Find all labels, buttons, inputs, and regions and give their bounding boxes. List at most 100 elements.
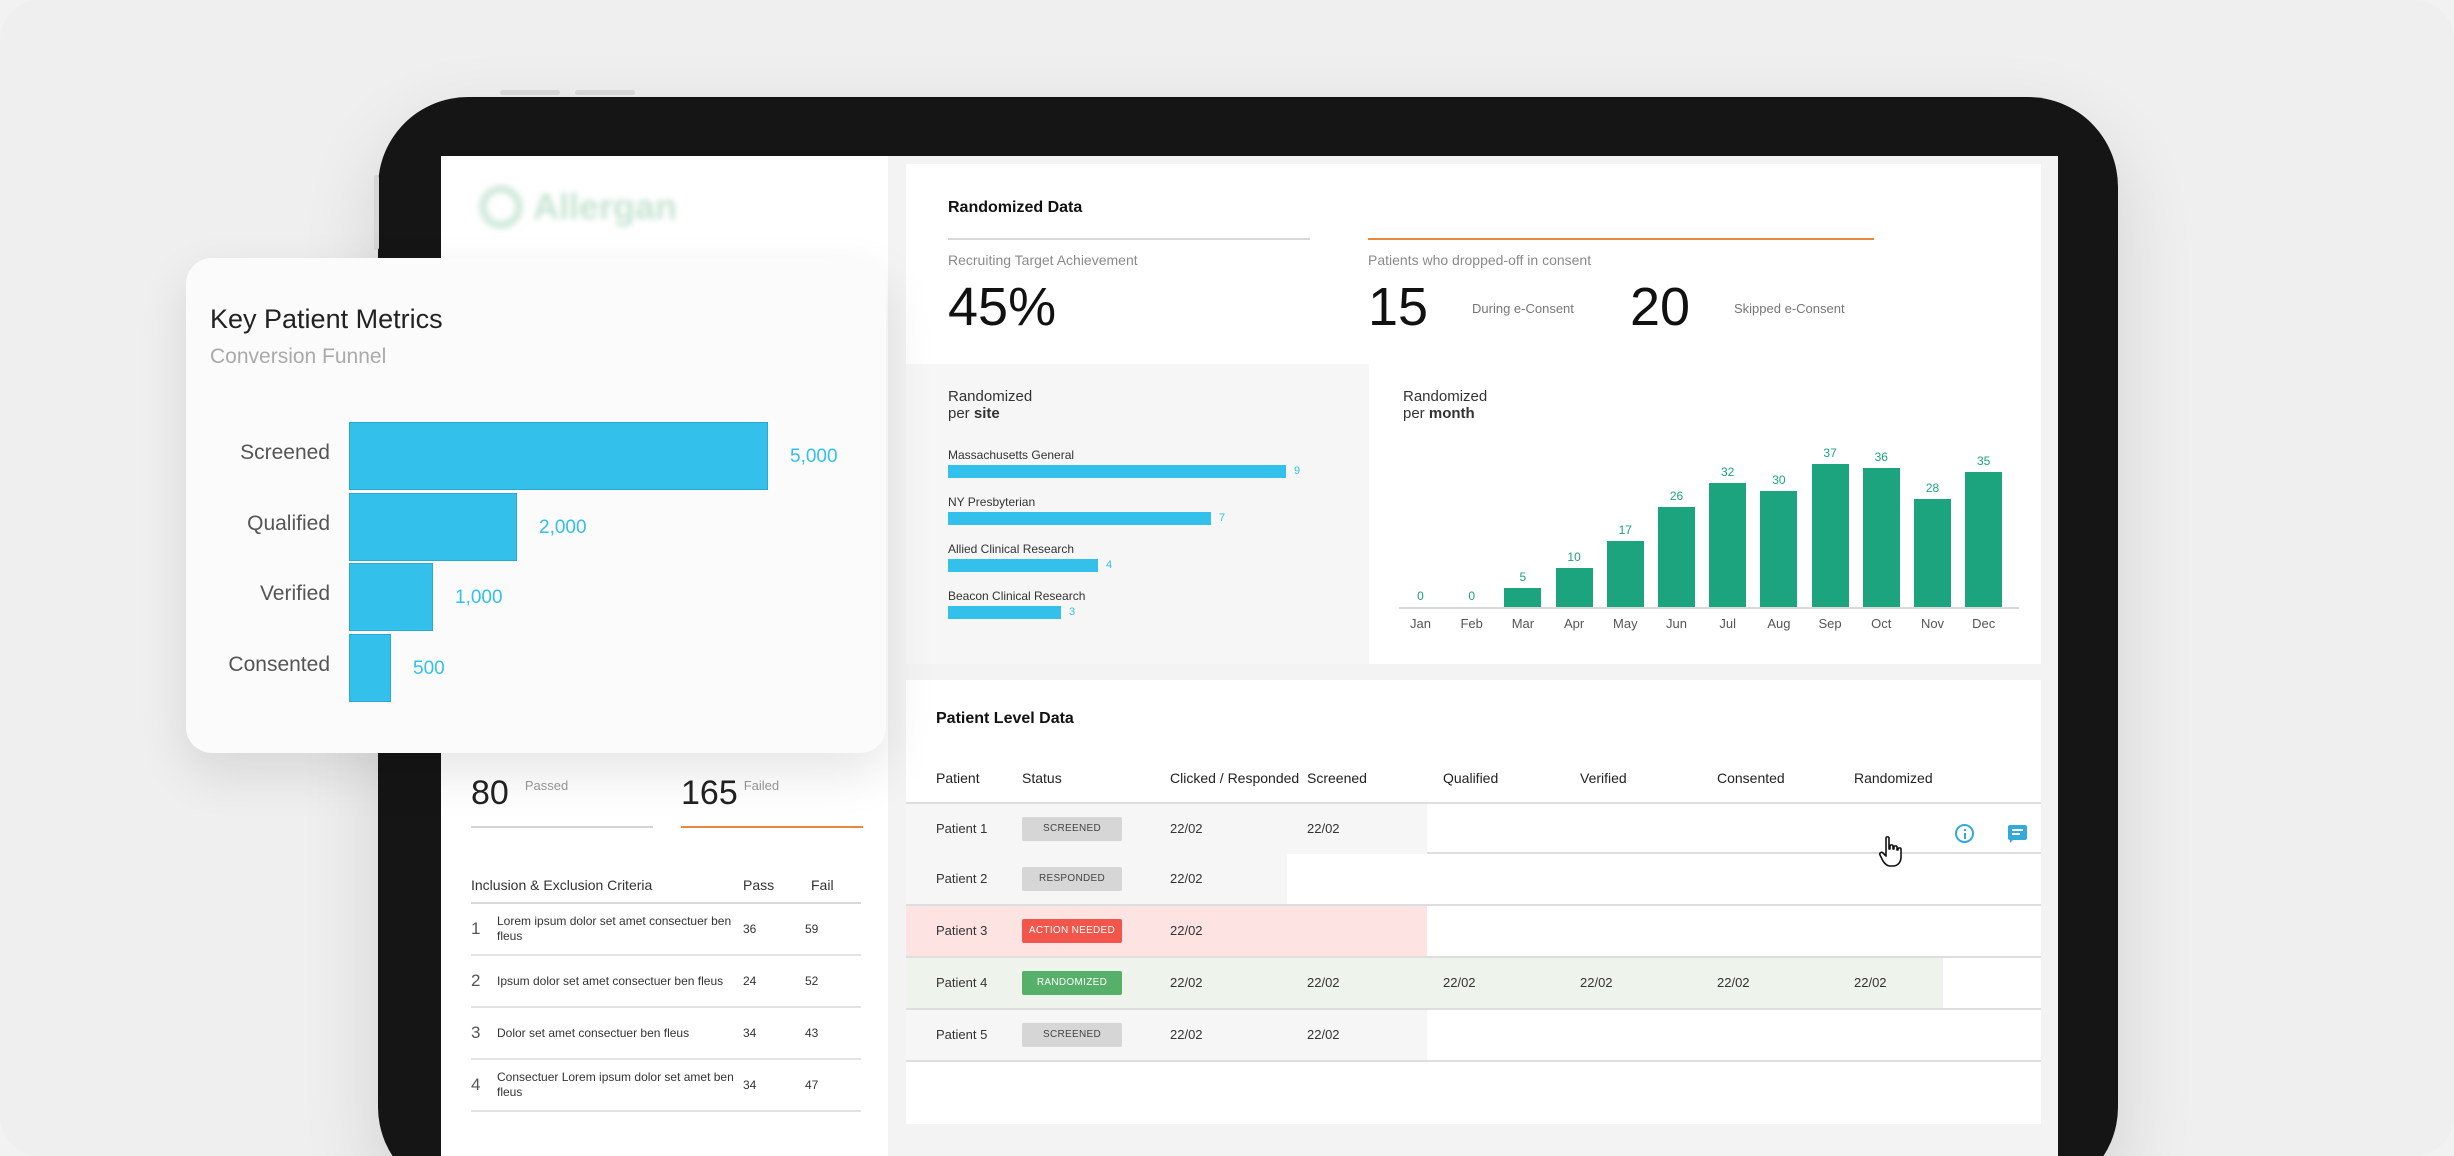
randomized-date: 22/02 — [1854, 975, 1887, 990]
col-consented: Consented — [1717, 770, 1785, 786]
site-bar — [948, 512, 1211, 525]
funnel-value: 500 — [413, 657, 445, 679]
clicked-date: 22/02 — [1170, 821, 1203, 836]
site-bar — [948, 606, 1061, 619]
status-badge: RESPONDED — [1022, 867, 1122, 891]
per-month-title-prefix: per — [1403, 405, 1425, 422]
per-site-title: Randomized per site — [948, 388, 1032, 422]
funnel-value: 1,000 — [455, 587, 503, 608]
target-value: 45% — [948, 277, 1057, 337]
row-highlight — [906, 1010, 1427, 1060]
chat-icon[interactable] — [2008, 825, 2027, 843]
criteria-row[interactable]: 3 Dolor set amet consectuer ben fleus 34… — [471, 1008, 861, 1060]
month-label: Sep — [1818, 616, 1842, 631]
criteria-row[interactable]: 2 Ipsum dolor set amet consectuer ben fl… — [471, 956, 861, 1008]
criteria-fail: 47 — [805, 1078, 819, 1092]
month-bar — [1862, 468, 1900, 607]
per-site-title-prefix: per — [948, 405, 970, 422]
criteria-index: 3 — [471, 1023, 481, 1042]
skipped-econsent-label: Skipped e-Consent — [1734, 301, 1845, 316]
patient-row[interactable]: Patient 1 SCREENED 22/02 22/02 — [906, 802, 2041, 854]
failed-value: 165 — [681, 774, 738, 812]
patient-row[interactable]: Patient 5 SCREENED 22/02 22/02 — [906, 1010, 2041, 1062]
row-highlight — [906, 804, 1427, 854]
criteria-fail: 52 — [805, 974, 819, 988]
col-screened: Screened — [1307, 770, 1367, 786]
month-label: Jul — [1719, 616, 1736, 631]
month-label: Feb — [1460, 616, 1483, 631]
funnel-value: 2,000 — [539, 516, 587, 538]
criteria-text: Lorem ipsum dolor set amet consectuer be… — [497, 914, 732, 943]
criteria-index: 4 — [471, 1075, 481, 1094]
criteria-pass: 24 — [743, 974, 757, 988]
patient-name: Patient 1 — [936, 821, 988, 836]
criteria-row[interactable]: 1 Lorem ipsum dolor set amet consectuer … — [471, 904, 861, 956]
per-site-title-emph: site — [973, 405, 1000, 422]
logo-icon — [479, 185, 523, 229]
site-bar — [948, 465, 1286, 478]
month-value: 36 — [1874, 450, 1888, 464]
row-highlight — [906, 906, 1427, 956]
month-label: Apr — [1563, 616, 1585, 631]
col-patient: Patient — [936, 770, 980, 786]
criteria-row[interactable]: 4 Consectuer Lorem ipsum dolor set amet … — [471, 1060, 861, 1112]
qualified-date: 22/02 — [1443, 975, 1476, 990]
criteria-pass: 36 — [743, 922, 757, 936]
month-label: Dec — [1972, 616, 1996, 631]
criteria-col-criteria: Inclusion & Exclusion Criteria — [471, 877, 653, 893]
tablet-button — [575, 90, 635, 95]
funnel-bar — [349, 563, 433, 631]
status-badge: ACTION NEEDED — [1022, 919, 1122, 943]
during-econsent-value: 15 — [1368, 277, 1429, 337]
screened-date: 22/02 — [1307, 821, 1340, 836]
month-value: 26 — [1669, 489, 1684, 503]
site-value: 3 — [1069, 606, 1076, 618]
month-label: Jan — [1410, 616, 1431, 631]
month-bar — [1709, 483, 1747, 607]
dropoff-divider — [1368, 238, 1874, 240]
month-label: Jun — [1666, 616, 1687, 631]
month-value: 35 — [1977, 454, 1991, 468]
month-value: 17 — [1618, 523, 1632, 537]
consented-date: 22/02 — [1717, 975, 1750, 990]
funnel-value: 5,000 — [790, 446, 838, 467]
funnel-label: Screened — [240, 441, 330, 464]
per-month-title-emph: month — [1428, 405, 1475, 422]
status-badge: SCREENED — [1022, 1023, 1122, 1047]
month-bar — [1965, 472, 2003, 607]
dropoff-label: Patients who dropped-off in consent — [1368, 252, 1592, 268]
month-bar — [1914, 499, 1951, 607]
col-verified: Verified — [1580, 770, 1627, 786]
clicked-date: 22/02 — [1170, 975, 1203, 990]
month-label: Mar — [1511, 616, 1535, 631]
patient-row[interactable]: Patient 4 RANDOMIZED 22/02 22/02 22/02 2… — [906, 958, 2041, 1010]
per-month-panel: Randomized per month 0 Jan 0 Feb 5 Mar 10 Apr 17… — [1369, 364, 2041, 664]
patient-level-title: Patient Level Data — [936, 710, 1074, 727]
status-badge: SCREENED — [1022, 817, 1122, 841]
patient-level-card: Patient Level Data Patient Status Clicke… — [906, 680, 2041, 1124]
month-label: May — [1613, 616, 1638, 631]
patient-row[interactable]: Patient 3 ACTION NEEDED 22/02 — [906, 906, 2041, 958]
patient-name: Patient 3 — [936, 923, 988, 938]
site-label: NY Presbyterian — [948, 495, 1036, 509]
metrics-subtitle: Conversion Funnel — [210, 345, 387, 368]
month-value: 32 — [1721, 465, 1735, 479]
info-icon[interactable] — [1955, 824, 1974, 843]
randomized-title: Randomized Data — [948, 199, 1083, 216]
month-bar — [1760, 491, 1798, 607]
metrics-title: Key Patient Metrics — [210, 304, 443, 334]
screened-date: 22/02 — [1307, 975, 1340, 990]
key-patient-metrics-card: Key Patient Metrics Conversion Funnel Sc… — [186, 258, 886, 753]
patient-row[interactable]: Patient 2 RESPONDED 22/02 — [906, 854, 2041, 906]
col-clicked: Clicked / Responded — [1170, 770, 1300, 786]
criteria-col-fail: Fail — [811, 877, 834, 893]
month-value: 37 — [1823, 446, 1837, 460]
site-value: 9 — [1294, 465, 1301, 477]
month-label: Oct — [1871, 616, 1892, 631]
cursor-hand-icon — [1878, 836, 1902, 867]
criteria-fail: 59 — [805, 922, 819, 936]
month-bar — [1606, 541, 1644, 607]
month-value: 5 — [1519, 570, 1527, 584]
site-value: 4 — [1106, 559, 1113, 571]
month-label: Aug — [1767, 616, 1791, 631]
